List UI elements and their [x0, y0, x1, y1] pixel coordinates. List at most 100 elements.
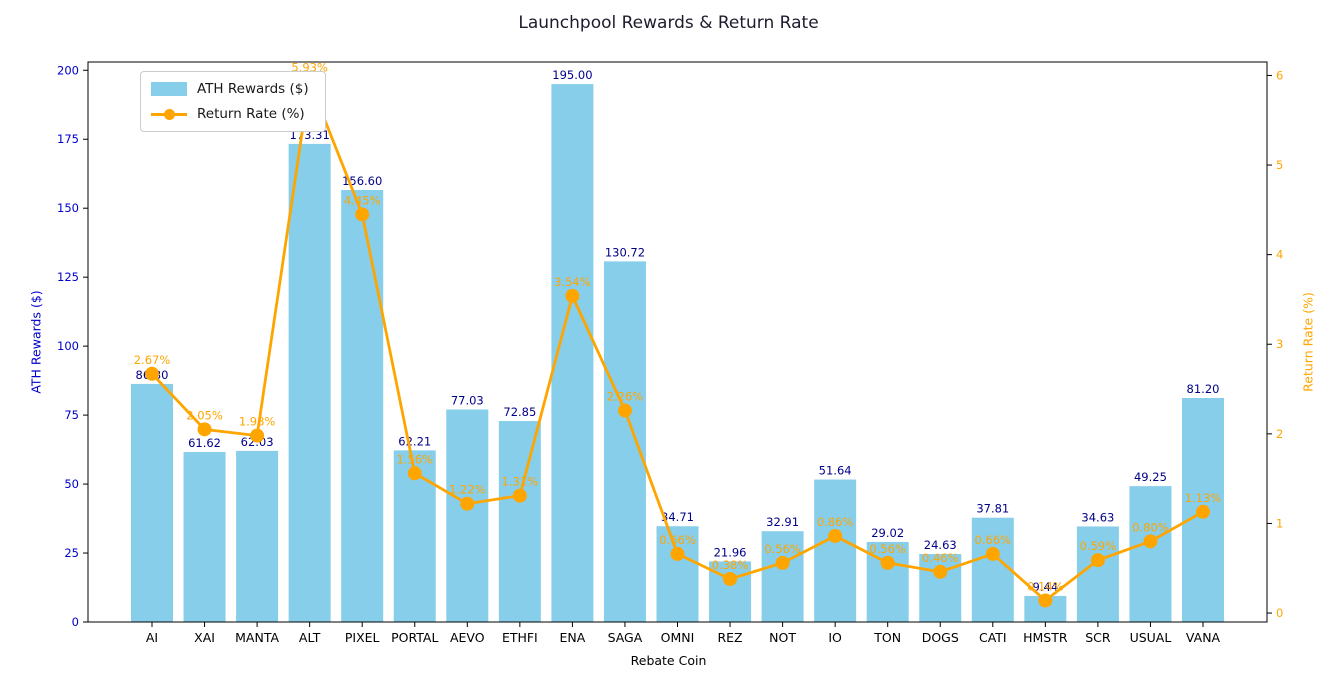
line-point-HMSTR: [1038, 593, 1053, 608]
pct-label: 0.66%: [975, 533, 1012, 547]
pct-label: 1.98%: [239, 415, 276, 429]
x-tick-label-SCR: SCR: [1085, 630, 1111, 645]
pct-label: 4.45%: [344, 193, 381, 207]
legend: ATH Rewards ($) Return Rate (%): [140, 71, 326, 132]
x-tick-label-MANTA: MANTA: [235, 630, 279, 645]
line-point-DOGS: [933, 564, 948, 579]
line-point-ENA: [565, 288, 580, 303]
y-tick-label-left: 50: [64, 477, 79, 491]
pct-label: 2.05%: [186, 408, 223, 422]
chart-title: Launchpool Rewards & Return Rate: [518, 13, 819, 33]
bar-IO: [814, 479, 857, 622]
x-tick-label-OMNI: OMNI: [661, 630, 695, 645]
pct-label: 0.56%: [764, 542, 801, 556]
line-point-REZ: [723, 571, 738, 586]
line-point-XAI: [197, 422, 212, 437]
y-tick-label-left: 75: [64, 408, 79, 422]
bar-SCR: [1076, 526, 1119, 622]
y-tick-label-left: 150: [57, 201, 79, 215]
y-tick-label-left: 25: [64, 546, 79, 560]
x-tick-label-AI: AI: [146, 630, 158, 645]
y-tick-label-right: 3: [1276, 337, 1283, 351]
bar-value-label: 34.63: [1081, 510, 1114, 524]
x-tick-label-REZ: REZ: [717, 630, 742, 645]
line-point-TON: [880, 555, 895, 570]
bar-CATI: [971, 517, 1014, 622]
x-tick-label-AEVO: AEVO: [450, 630, 485, 645]
bar-value-label: 77.03: [451, 394, 484, 408]
line-point-MANTA: [250, 428, 265, 443]
bar-XAI: [183, 452, 226, 622]
pct-label: 1.13%: [1185, 491, 1222, 505]
pct-label: 0.66%: [659, 533, 696, 547]
y-tick-label-left: 200: [57, 63, 79, 77]
x-tick-label-DOGS: DOGS: [922, 630, 959, 645]
y-tick-label-left: 0: [72, 615, 79, 629]
pct-label: 0.14%: [1027, 579, 1064, 593]
legend-item-return-rate: Return Rate (%): [151, 106, 309, 122]
x-tick-label-IO: IO: [828, 630, 842, 645]
bar-value-label: 32.91: [766, 515, 799, 529]
x-tick-label-SAGA: SAGA: [608, 630, 643, 645]
bar-value-label: 72.85: [503, 405, 536, 419]
line-swatch-icon: [151, 107, 187, 121]
x-tick-label-NOT: NOT: [769, 630, 796, 645]
bar-AEVO: [446, 409, 489, 622]
bar-ETHFI: [498, 421, 541, 622]
bar-value-label: 130.72: [605, 245, 645, 259]
line-point-VANA: [1196, 504, 1210, 519]
legend-label-return-rate: Return Rate (%): [197, 106, 305, 122]
x-tick-label-PIXEL: PIXEL: [345, 630, 380, 645]
bar-AI: [131, 383, 173, 622]
line-point-PIXEL: [355, 207, 370, 222]
bar-value-label: 62.21: [398, 434, 431, 448]
line-point-AEVO: [460, 496, 475, 511]
y-tick-label-right: 4: [1276, 248, 1283, 262]
line-point-IO: [828, 528, 843, 543]
bar-value-label: 156.60: [342, 174, 382, 188]
x-tick-label-USUAL: USUAL: [1130, 630, 1172, 645]
bar-value-label: 9.44: [1033, 580, 1059, 594]
bar-OMNI: [656, 526, 699, 622]
bar-value-label: 61.62: [188, 436, 221, 450]
bar-value-label: 195.00: [552, 68, 592, 82]
pct-label: 0.38%: [712, 558, 749, 572]
pct-label: 1.31%: [502, 475, 539, 489]
legend-item-rewards: ATH Rewards ($): [151, 81, 309, 97]
bar-ALT: [288, 143, 331, 622]
pct-label: 2.26%: [607, 390, 644, 404]
x-tick-label-CATI: CATI: [979, 630, 1007, 645]
pct-label: 1.56%: [396, 452, 433, 466]
line-point-OMNI: [670, 546, 685, 561]
pct-label: 1.22%: [449, 483, 486, 497]
bar-value-label: 24.63: [924, 538, 957, 552]
line-point-SAGA: [617, 403, 632, 418]
bar-value-label: 37.81: [976, 502, 1009, 516]
line-point-ETHFI: [512, 488, 527, 503]
y-tick-label-left: 175: [57, 132, 79, 146]
bar-value-label: 49.25: [1134, 470, 1167, 484]
y-tick-label-right: 6: [1276, 68, 1283, 82]
bar-swatch-icon: [151, 82, 187, 96]
y-tick-label-right: 2: [1276, 427, 1283, 441]
x-tick-label-PORTAL: PORTAL: [391, 630, 438, 645]
bar-value-label: 29.02: [871, 526, 904, 540]
x-tick-label-VANA: VANA: [1186, 630, 1221, 645]
x-tick-label-XAI: XAI: [194, 630, 215, 645]
y-tick-label-right: 5: [1276, 158, 1283, 172]
pct-label: 3.54%: [554, 275, 591, 289]
x-axis-label: Rebate Coin: [630, 653, 707, 668]
y-tick-label-left: 125: [57, 270, 79, 284]
line-point-CATI: [985, 546, 1000, 561]
line-point-SCR: [1090, 553, 1105, 568]
bar-USUAL: [1129, 486, 1172, 622]
bar-NOT: [761, 531, 804, 622]
line-point-PORTAL: [407, 466, 422, 481]
pct-label: 0.80%: [1132, 520, 1169, 534]
x-tick-label-TON: TON: [873, 630, 901, 645]
y-tick-label-right: 1: [1276, 516, 1283, 530]
x-tick-label-ETHFI: ETHFI: [502, 630, 538, 645]
bar-value-label: 51.64: [819, 464, 852, 478]
